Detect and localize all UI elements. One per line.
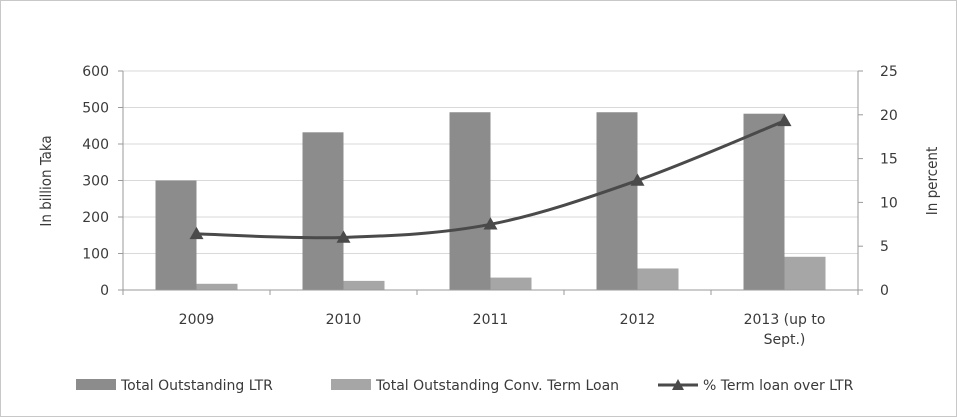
left-tick-label: 200 [82, 210, 109, 226]
legend-triangle-marker [672, 379, 684, 390]
bars [155, 112, 826, 291]
right-tick-label: 5 [880, 239, 889, 255]
right-tick-label: 0 [880, 283, 889, 299]
bar [490, 277, 532, 290]
bar [449, 112, 491, 291]
percent-line [189, 113, 792, 243]
right-tick-label: 15 [880, 152, 898, 168]
left-tick-label: 500 [82, 101, 109, 117]
right-axis-title: In percent [923, 147, 941, 215]
right-axis-ticks: 0 5 10 15 20 25 [880, 64, 898, 299]
category-label: Sept.) [764, 332, 806, 348]
right-tick-label: 25 [880, 64, 898, 80]
left-tick-label: 0 [100, 283, 109, 299]
category-label: 2009 [179, 312, 215, 328]
bar [196, 283, 238, 290]
bar [302, 132, 344, 290]
right-tick-label: 10 [880, 195, 898, 211]
bar [743, 113, 785, 290]
left-axis-ticks: 0 100 200 300 400 500 600 [82, 64, 109, 299]
triangle-marker [189, 226, 204, 240]
bar [596, 112, 638, 291]
legend-swatch [331, 379, 371, 390]
bar [155, 180, 197, 290]
category-axis-ticks: 2009 2010 2011 2012 2013 (up to Sept.) [179, 312, 826, 348]
triangle-marker [630, 173, 645, 186]
legend-label: % Term loan over LTR [703, 378, 854, 394]
bar [343, 280, 385, 290]
left-tick-label: 600 [82, 64, 109, 80]
left-tick-label: 300 [82, 174, 109, 190]
category-label: 2011 [473, 312, 509, 328]
legend-label: Total Outstanding LTR [120, 378, 273, 394]
bar [784, 256, 826, 290]
legend-swatch [76, 379, 116, 390]
axes [118, 70, 863, 295]
left-tick-label: 100 [82, 247, 109, 263]
category-label: 2010 [326, 312, 362, 328]
category-label: 2013 (up to [744, 312, 826, 328]
category-label: 2012 [620, 312, 656, 328]
triangle-marker [777, 113, 792, 127]
triangle-marker [336, 230, 351, 243]
left-tick-label: 400 [82, 137, 109, 153]
right-tick-label: 20 [880, 108, 898, 124]
triangle-marker [483, 217, 498, 230]
bar [637, 268, 679, 290]
legend: Total Outstanding LTR Total Outstanding C… [76, 378, 854, 394]
left-axis-title: In billion Taka [37, 135, 55, 226]
legend-label: Total Outstanding Conv. Term Loan [375, 378, 619, 394]
